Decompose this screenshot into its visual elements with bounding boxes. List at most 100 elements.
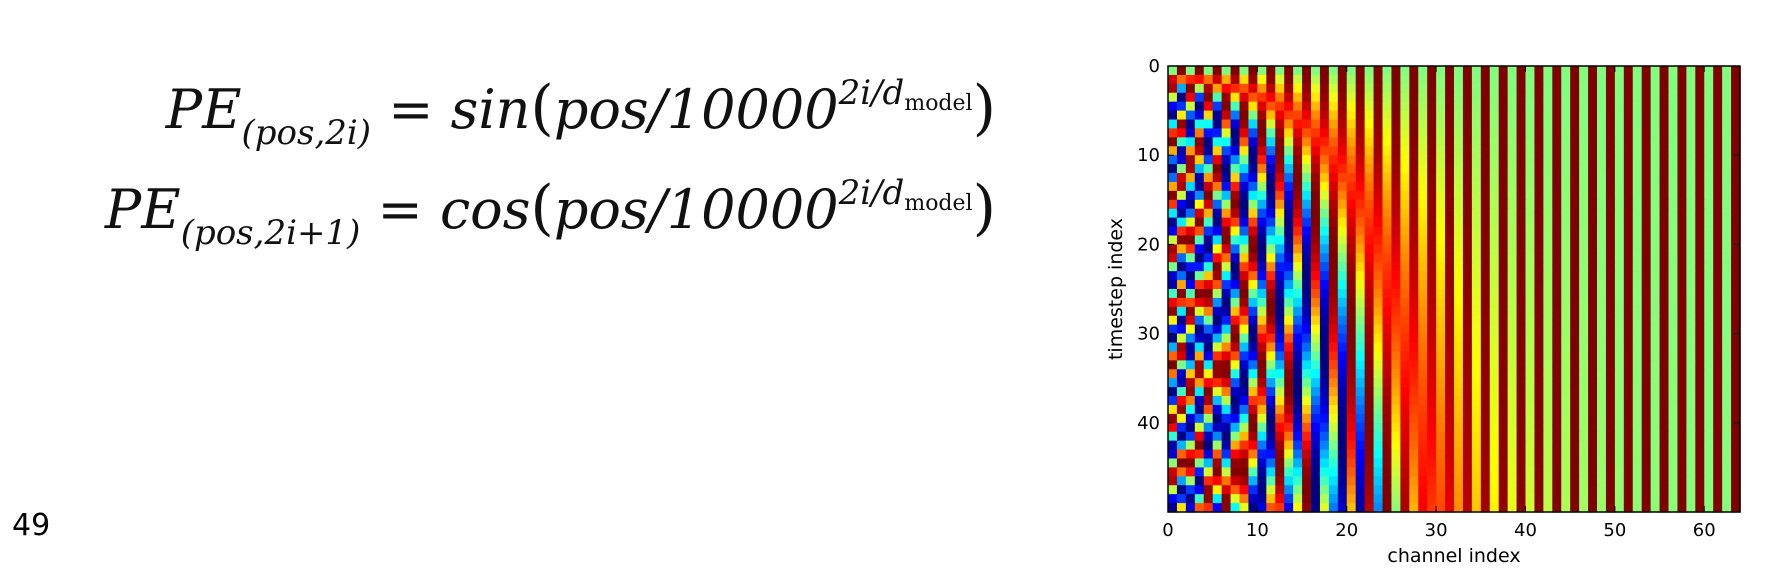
heatmap-cell: [1498, 253, 1509, 263]
heatmap-cell: [1695, 413, 1705, 424]
heatmap-cell: [1731, 387, 1741, 397]
heatmap-cell: [1445, 333, 1455, 344]
heatmap-cell: [1659, 92, 1670, 103]
heatmap-cell: [1623, 315, 1634, 326]
heatmap-cell: [1221, 378, 1232, 388]
heatmap-cell: [1668, 244, 1679, 254]
heatmap-cell: [1346, 503, 1357, 513]
heatmap-cell: [1445, 440, 1455, 451]
heatmap-cell: [1579, 226, 1589, 237]
heatmap-cell: [1686, 431, 1696, 442]
heatmap-cell: [1293, 315, 1303, 326]
heatmap-cell: [1382, 503, 1393, 513]
heatmap-cell: [1605, 387, 1616, 397]
heatmap-cell: [1221, 190, 1232, 201]
heatmap-cell: [1337, 369, 1348, 379]
heatmap-cell: [1543, 66, 1553, 76]
heatmap-cell: [1704, 128, 1714, 138]
heatmap-cell: [1454, 164, 1464, 174]
heatmap-cell: [1579, 360, 1589, 370]
heatmap-cell: [1382, 128, 1393, 138]
heatmap-cell: [1311, 235, 1321, 245]
heatmap-cell: [1346, 449, 1357, 460]
heatmap-cell: [1597, 199, 1607, 210]
heatmap-cell: [1695, 110, 1705, 121]
heatmap-cell: [1364, 173, 1375, 183]
heatmap-cell: [1605, 271, 1616, 281]
heatmap-cell: [1570, 146, 1580, 156]
heatmap-cell: [1659, 431, 1670, 442]
heatmap-cell: [1445, 181, 1455, 192]
heatmap-cell: [1293, 413, 1303, 424]
heatmap-cell: [1704, 324, 1714, 335]
heatmap-cell: [1507, 369, 1518, 379]
heatmap-cell: [1570, 378, 1580, 388]
heatmap-cell: [1695, 146, 1705, 156]
heatmap-cell: [1346, 66, 1357, 76]
heatmap-cell: [1364, 92, 1375, 103]
heatmap-cell: [1579, 66, 1589, 76]
heatmap-cell: [1677, 422, 1687, 433]
heatmap-cell: [1543, 235, 1553, 245]
heatmap-cell: [1597, 66, 1607, 76]
heatmap-cell: [1454, 74, 1464, 85]
heatmap-cell: [1614, 137, 1625, 147]
heatmap-cell: [1257, 404, 1267, 415]
heatmap-cell: [1221, 297, 1232, 308]
heatmap-cell: [1409, 369, 1419, 379]
heatmap-cell: [1489, 119, 1500, 130]
heatmap-cell: [1328, 66, 1339, 76]
heatmap-cell: [1221, 173, 1232, 183]
heatmap-cell: [1614, 271, 1625, 281]
heatmap-cell: [1534, 396, 1544, 406]
heatmap-cell: [1230, 467, 1241, 477]
heatmap-cell: [1668, 173, 1679, 183]
heatmap-cell: [1713, 119, 1723, 130]
heatmap-cell: [1480, 217, 1491, 228]
heatmap-cell: [1445, 235, 1455, 245]
heatmap-cell: [1489, 66, 1500, 76]
heatmap-cell: [1543, 280, 1553, 290]
heatmap-cell: [1185, 280, 1196, 290]
heatmap-cell: [1203, 503, 1214, 513]
heatmap-cell: [1534, 324, 1544, 335]
heatmap-cell: [1203, 164, 1214, 174]
heatmap-cell: [1400, 404, 1410, 415]
heatmap-cell: [1418, 146, 1428, 156]
heatmap-cell: [1239, 476, 1250, 486]
heatmap-cell: [1346, 360, 1357, 370]
heatmap-cell: [1409, 83, 1419, 94]
heatmap-cell: [1471, 333, 1482, 344]
heatmap-cell: [1382, 458, 1393, 468]
heatmap-cell: [1168, 253, 1178, 263]
heatmap-cell: [1427, 217, 1437, 228]
heatmap-cell: [1346, 351, 1357, 361]
heatmap-cell: [1436, 422, 1446, 433]
heatmap-cell: [1302, 315, 1312, 326]
heatmap-cell: [1588, 485, 1598, 495]
heatmap-cell: [1498, 208, 1509, 219]
heatmap-cell: [1722, 199, 1732, 210]
heatmap-cell: [1382, 440, 1393, 451]
heatmap-cell: [1516, 110, 1527, 121]
heatmap-cell: [1695, 440, 1705, 451]
heatmap-cell: [1632, 458, 1643, 468]
heatmap-cell: [1382, 101, 1393, 112]
heatmap-cell: [1203, 431, 1214, 442]
heatmap-cell: [1194, 244, 1205, 254]
heatmap-cell: [1641, 289, 1652, 299]
heatmap-cell: [1373, 137, 1384, 147]
heatmap-cell: [1489, 226, 1500, 237]
heatmap-cell: [1454, 110, 1464, 121]
heatmap-cell: [1266, 431, 1276, 442]
heatmap-cell: [1632, 333, 1643, 344]
heatmap-cell: [1480, 503, 1491, 513]
heatmap-cell: [1731, 333, 1741, 344]
heatmap-cell: [1445, 146, 1455, 156]
heatmap-cell: [1650, 422, 1661, 433]
heatmap-cell: [1543, 74, 1553, 85]
heatmap-cell: [1686, 387, 1696, 397]
heatmap-cell: [1319, 333, 1330, 344]
heatmap-cell: [1454, 280, 1464, 290]
heatmap-cell: [1257, 360, 1267, 370]
